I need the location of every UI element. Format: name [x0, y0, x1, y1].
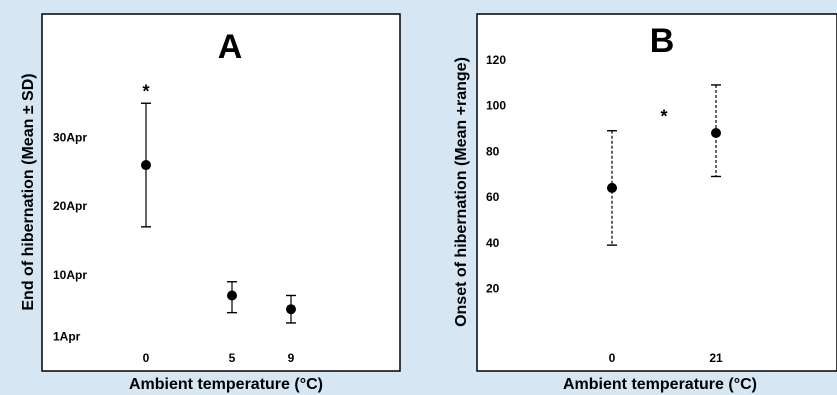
y-tick-label-a-0: 1Apr: [53, 330, 81, 344]
y-tick-label-a-2: 20Apr: [53, 199, 87, 213]
y-tick-label-b-4: 100: [486, 99, 506, 113]
data-point-b-1: [711, 128, 721, 138]
x-tick-label-b-0: 0: [609, 351, 616, 365]
y-tick-label-b-5: 120: [486, 53, 506, 67]
x-tick-label-a-2: 9: [288, 351, 295, 365]
y-tick-label-b-1: 40: [486, 236, 500, 250]
y-axis-label-b: Onset of hibernation (Mean +range): [453, 57, 470, 327]
chart-panel-b: B Onset of hibernation (Mean +range) Amb…: [453, 13, 837, 393]
significance-marker-a-0: *: [142, 82, 149, 102]
panel-label-b: B: [650, 22, 675, 60]
plot-frame-a: [41, 13, 401, 372]
y-tick-label-b-3: 80: [486, 144, 500, 158]
data-point-a-1: [227, 290, 237, 301]
y-tick-label-a-3: 30Apr: [53, 131, 87, 145]
data-point-b-0: [607, 182, 617, 193]
x-axis-label-a: Ambient temperature (°C): [129, 376, 323, 393]
plot-frame-b: [476, 13, 837, 372]
data-point-a-2: [286, 304, 296, 315]
x-tick-label-a-0: 0: [143, 351, 150, 365]
y-tick-label-b-0: 20: [486, 282, 500, 296]
panel-label-a: A: [218, 28, 243, 66]
y-axis-label-a: End of hibernation (Mean ± SD): [20, 73, 37, 310]
significance-marker-b-0: *: [660, 107, 667, 127]
y-tick-label-a-1: 10Apr: [53, 268, 87, 282]
y-tick-label-b-2: 60: [486, 190, 500, 204]
x-tick-label-a-1: 5: [229, 351, 236, 365]
x-tick-label-b-1: 21: [709, 351, 723, 365]
data-marks-a: 1Apr 10Apr 20Apr 30Apr 0 5 9 *: [53, 82, 296, 365]
data-marks-b: 20 40 60 80 100 120 0 21 *: [486, 53, 723, 365]
chart-panel-a: A End of hibernation (Mean ± SD) Ambient…: [20, 13, 401, 393]
data-point-a-0: [141, 160, 151, 171]
x-axis-label-b: Ambient temperature (°C): [563, 376, 757, 393]
